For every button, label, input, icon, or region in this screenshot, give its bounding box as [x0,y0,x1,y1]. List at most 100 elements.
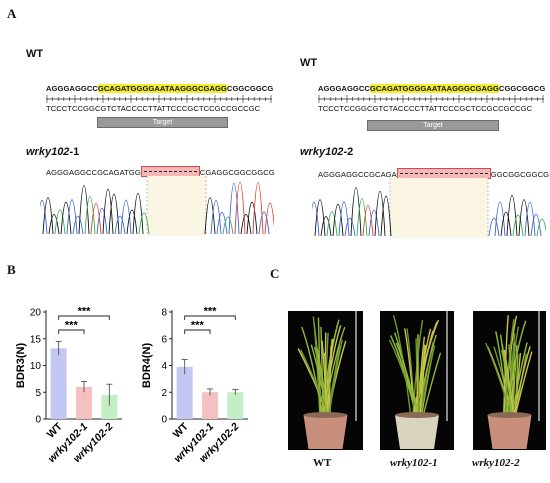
trace-peak [66,199,78,235]
measuring-stick [355,311,357,421]
significance-bracket [184,315,236,320]
ruler-right [318,95,544,103]
plant-leaf [315,349,331,420]
trace-peak [72,215,84,235]
complement-sequence-right: TCCCTCCGGCGTCTACCCCTTATTCCCGCTCCGCCGCCGC [318,104,533,113]
trace-peak [258,211,270,235]
plant-leaf [310,344,330,420]
y-axis-label: BDR3(N) [15,343,27,389]
plant-leaf [322,326,346,420]
plant-illustration-wrky102-2 [485,311,540,449]
wt-seq-left-post: CGGCGGCG [226,84,274,93]
bar-wrky102-1 [76,386,92,419]
trace-peak [42,197,54,235]
photo-caption-wrky102-1: wrky102-1 [390,457,438,469]
pot-rim [487,412,532,418]
significance-label: *** [78,306,92,318]
significance-bracket [58,329,85,334]
trace-peak [344,217,356,237]
significance-label: *** [65,320,79,332]
plant-leaf [417,341,420,420]
trace-peak [54,209,66,235]
bar-wrky102-1 [202,392,218,419]
pot [303,415,348,449]
pot-rim [303,412,348,418]
plant-photo-wt [288,311,363,450]
trace-peak [40,199,48,235]
mutant-label-left-suffix: -1 [69,146,80,158]
wt-seq-left-pre: AGGGAGGCC [46,84,98,93]
plant-leaf [501,343,513,420]
trace-peak [488,217,500,237]
trace-peak [222,216,234,235]
gap-region [390,178,488,238]
y-tick-label: 15 [30,334,42,345]
bar-charts: 05101520BDR3(N)WTwrky102-1wrky102-2*****… [15,306,248,465]
trace-peak [314,199,326,237]
y-tick-label: 6 [161,334,167,345]
trace-peak [90,202,102,235]
pot [487,415,532,449]
wt-sequence-right: AGGGAGGCCGCAGATGGGGAATAAGGGCGAGGCGGCGGCG [318,84,545,93]
plant-leaf [504,320,527,420]
plant-leaf [513,351,533,420]
chromatogram-right [312,178,546,238]
trace-peak [500,211,512,237]
x-tick-label: WT [171,420,191,440]
mutant-label-left-main: wrky102 [26,146,70,158]
trace-peak [320,216,332,237]
y-tick-label: 8 [161,308,167,319]
plant-photo-wrky102-2 [473,311,546,450]
photo-caption-wrky102-2: wrky102-2 [472,457,520,469]
trace-peak [96,208,108,235]
wt-label-right: WT [300,57,318,69]
plant-leaf [317,317,321,420]
target-bar-right: Target [367,120,499,131]
significance-label: *** [191,320,205,332]
mutant-label-left: wrky102-1 [26,146,79,158]
trace-peak [210,200,222,235]
y-tick-label: 0 [35,415,41,426]
plant-illustration-wt [297,311,357,449]
trace-peak [240,213,252,235]
plant-leaf [419,345,436,420]
trace-peak [252,182,264,235]
y-tick-label: 10 [30,361,42,372]
panel-label-c: C [270,266,280,281]
y-tick-label: 0 [161,415,167,426]
trace-peak [374,190,386,237]
bar-wrky102-2 [227,392,244,419]
bar-wrky102-2 [101,394,118,419]
plant-illustration-wrky102-1 [388,311,448,449]
panel-label-b: B [7,262,16,277]
complement-sequence-left: TCCCTCCGGCGTCTACCCCTTATTCCCGCTCCGCCGCCGC [46,104,261,113]
plant-leaf [508,333,516,420]
wt-seq-right-post: CGGCGGCG [498,84,546,93]
trace-peak [228,182,240,235]
trace-peak [326,211,338,237]
mut-seq-left-pre: AGGGAGGCCGCAGATGG [46,168,141,177]
wt-seq-right-target: GCAGATGGGGAATAAGGGCGAGG [369,84,499,93]
trace-peak [120,199,132,235]
mutant-label-right-suffix: -2 [343,146,354,158]
trace-peak [536,218,546,237]
chromatogram-left [40,176,274,236]
trace-peak [132,193,144,235]
significance-label: *** [204,306,218,318]
trace-peak [138,212,150,235]
trace-peak [312,201,320,237]
trace-peak [380,195,392,237]
trace-peak [506,195,518,237]
measuring-stick [538,311,540,421]
trace-peak [530,213,542,237]
panel-label-a: A [7,6,17,21]
plant-leaf [392,315,412,420]
wt-seq-right-pre: AGGGAGGCC [318,84,370,93]
x-tick-label: WT [45,420,65,440]
bar-WT [50,348,67,419]
wt-seq-left-target: GCAGATGGGGAATAAGGGCGAGG [97,84,227,93]
trace-peak [204,197,216,235]
gap-region [147,176,206,236]
trace-peak [60,201,72,235]
